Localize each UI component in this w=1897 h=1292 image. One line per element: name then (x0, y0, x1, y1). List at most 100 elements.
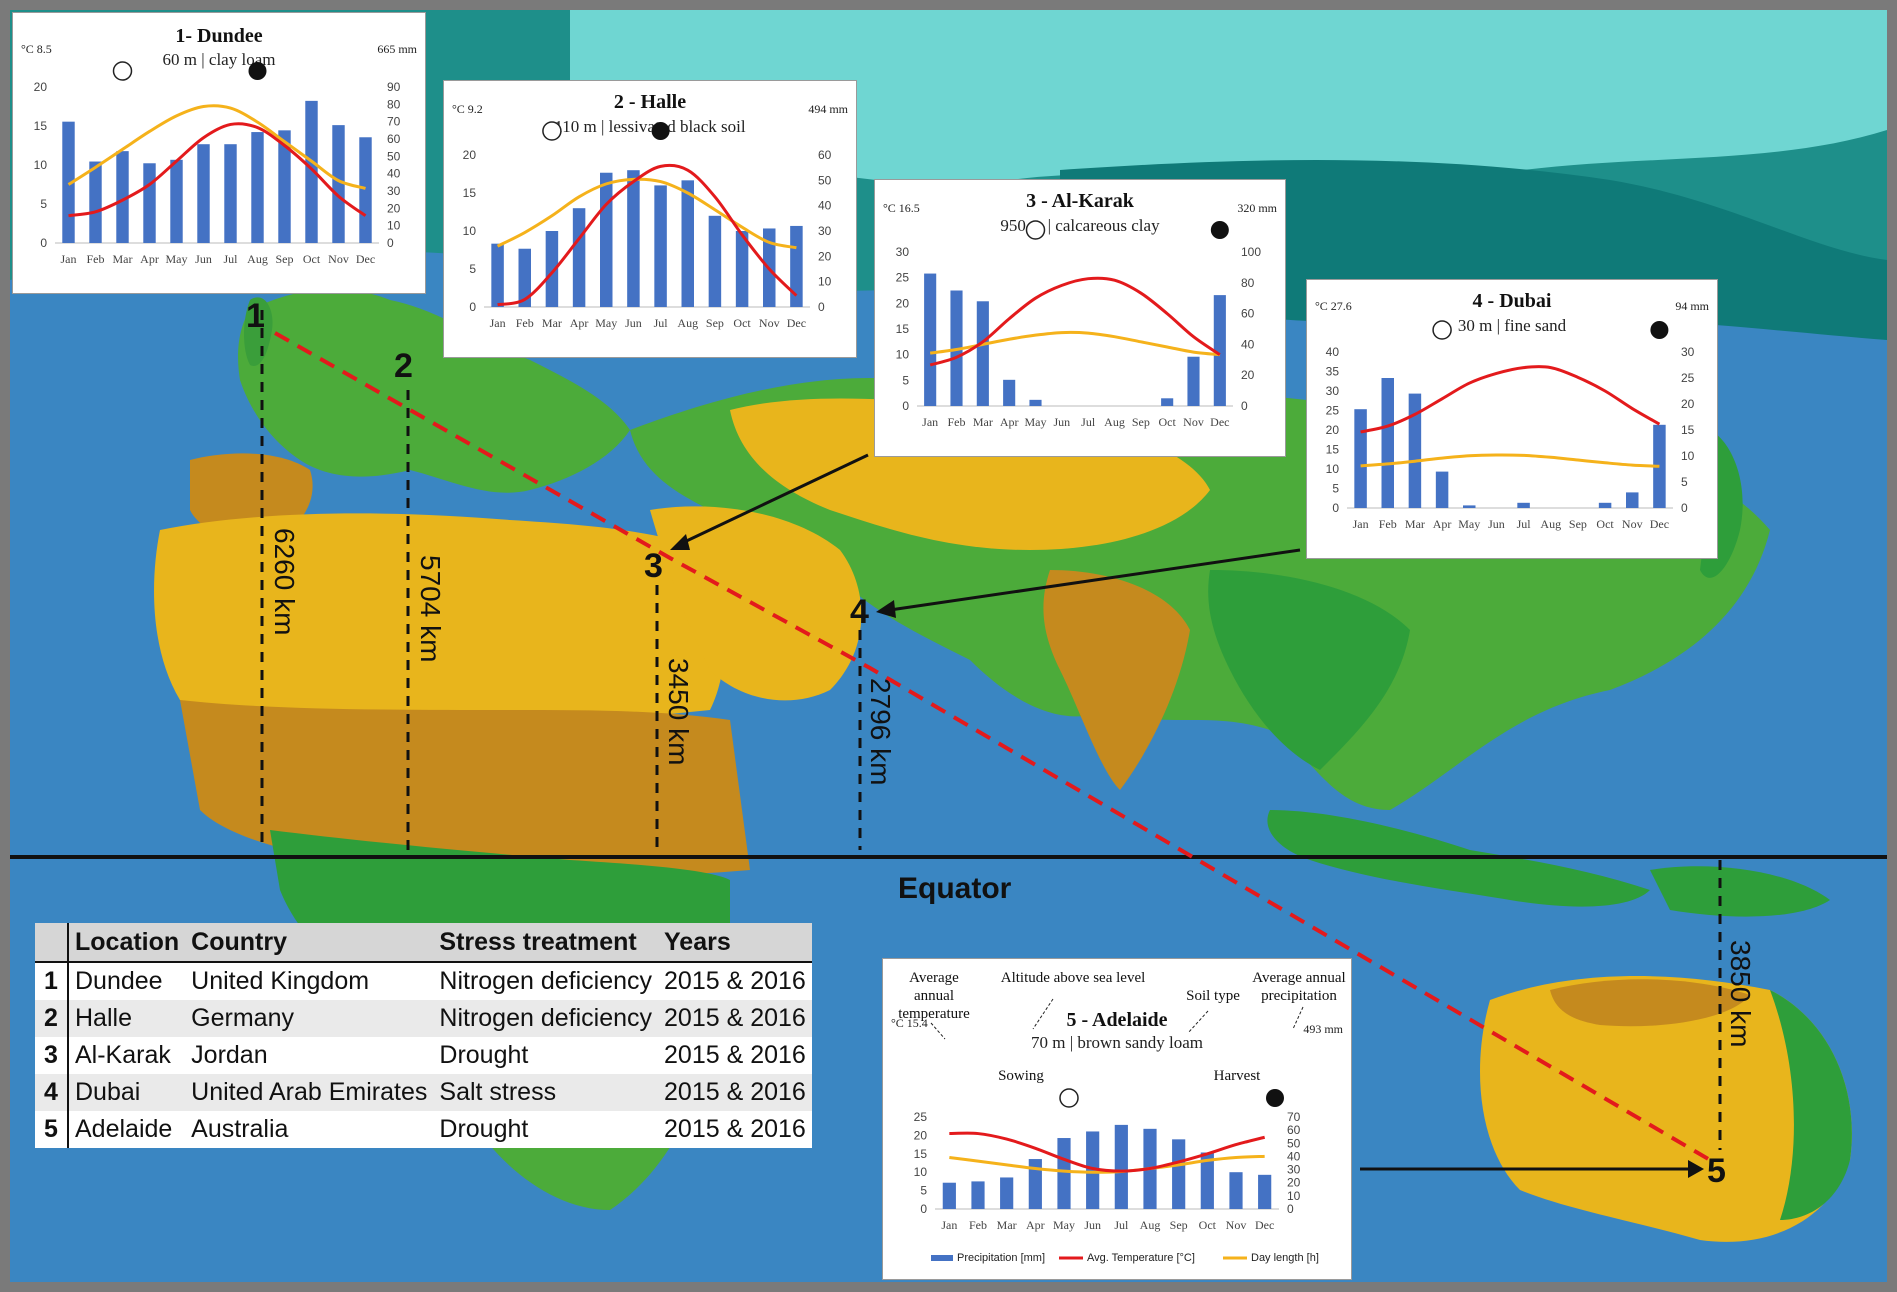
precip-bar (976, 301, 989, 406)
y-left-tick: 0 (1332, 501, 1339, 515)
y-right-tick: 0 (1681, 501, 1688, 515)
precip-bar (545, 231, 559, 307)
precip-bar (1653, 424, 1666, 508)
avg-precip-label: 320 mm (1237, 201, 1277, 215)
sowing-marker (112, 61, 133, 81)
table-header-row: Location Country Stress treatment Years (35, 923, 812, 963)
precip-bar (600, 172, 613, 307)
x-tick-label: May (595, 316, 617, 330)
y-right-tick: 10 (387, 219, 401, 233)
precip-bar (1028, 1159, 1042, 1209)
new-guinea-green (1650, 866, 1830, 917)
y-right-tick: 20 (1681, 397, 1695, 411)
precip-bar (1200, 1152, 1214, 1209)
chart-title: 4 - Dubai (1472, 290, 1552, 312)
y-right-tick: 60 (387, 132, 401, 146)
polar-ice-region (570, 10, 1887, 186)
daylength-line (496, 177, 797, 250)
x-tick-label: Aug (1104, 415, 1125, 429)
harvest-marker (1210, 221, 1229, 239)
precip-bar (654, 185, 667, 307)
annot-arrow-precip (1292, 1006, 1304, 1030)
chart-plot: °C 27.6 94 mm 0 5 10 15 20 25 30 35 40 0 5 10 15 20 25 30… (1315, 299, 1710, 531)
chart-plot: °C 16.5 320 mm 0 5 10 15 20 25 30 0 20 40 60 80 100 Jan… (883, 201, 1278, 429)
y-right-tick: 0 (1287, 1202, 1294, 1216)
legend-day-label: Day length [h] (1251, 1252, 1319, 1264)
y-left-tick: 5 (469, 262, 476, 276)
y-left-tick: 0 (902, 399, 909, 413)
y-right-tick: 60 (1241, 307, 1255, 321)
y-right-tick: 0 (1241, 399, 1248, 413)
row-country: Australia (191, 1115, 289, 1143)
y-left-tick: 15 (914, 1147, 928, 1161)
y-right-tick: 30 (818, 224, 832, 238)
arrow-dubai (889, 548, 1301, 612)
harvest-marker (1266, 1089, 1284, 1107)
row-years: 2015 & 2016 (658, 1074, 812, 1111)
annotation-altitude: Altitude above sea level (1000, 970, 1146, 986)
precip-bar (197, 144, 210, 243)
y-right-tick: 40 (818, 199, 832, 213)
table-header-stress: Stress treatment (433, 923, 659, 963)
annot-arrow-soil (1187, 1010, 1209, 1034)
x-tick-label: Oct (1596, 517, 1614, 531)
row-years: 2015 & 2016 (664, 1041, 806, 1069)
x-tick-label: Dec (1210, 415, 1229, 429)
y-right-tick: 50 (818, 173, 832, 187)
y-left-tick: 5 (1332, 482, 1339, 496)
x-tick-label: Jun (1053, 415, 1070, 429)
table-row: 2 Halle Germany Nitrogen deficiency 2015… (35, 1000, 812, 1037)
chart-plot: °C 15.4 493 mm0510152025010203040506070Ja… (891, 998, 1344, 1264)
distance-label-3: 3450 km (663, 658, 694, 766)
x-tick-label: Mar (973, 415, 993, 429)
x-tick-label: Jun (1488, 517, 1505, 531)
row-years: 2015 & 2016 (658, 1000, 812, 1037)
x-tick-label: Dec (1255, 1218, 1274, 1232)
annot-arrow-altitude (1032, 998, 1054, 1030)
y-right-tick: 50 (387, 149, 401, 163)
y-left-tick: 20 (896, 296, 910, 310)
precip-bar (251, 132, 264, 243)
y-right-tick: 5 (1681, 475, 1688, 489)
row-country: United Kingdom (191, 967, 370, 995)
y-right-tick: 20 (1241, 368, 1255, 382)
row-location: Halle (68, 1000, 186, 1037)
row-years: 2015 & 2016 (664, 967, 806, 995)
x-tick-label: May (1458, 517, 1480, 531)
sowing-marker (1059, 1088, 1079, 1108)
x-tick-label: Sep (1569, 517, 1587, 531)
precip-bar (1029, 399, 1042, 406)
precip-bar (1463, 505, 1476, 508)
y-left-tick: 10 (463, 224, 477, 238)
chart-subtitle: 70 m | brown sandy loam (1031, 1033, 1203, 1052)
row-location: Dundee (75, 967, 163, 995)
y-right-tick: 10 (818, 275, 832, 289)
y-right-tick: 40 (387, 167, 401, 181)
x-tick-label: May (166, 252, 188, 266)
x-tick-label: Mar (1405, 517, 1425, 531)
precip-bar (116, 151, 129, 243)
precip-bar (971, 1181, 985, 1209)
location-marker-5: 5 (1707, 1152, 1726, 1190)
harvest-label: Harvest (1213, 1068, 1261, 1084)
y-left-tick: 40 (1326, 345, 1340, 359)
precip-bar (572, 208, 586, 307)
precip-bar (143, 163, 156, 243)
chart-title: 2 - Halle (613, 91, 687, 113)
row-location: Dubai (68, 1074, 186, 1111)
daylength-line (67, 104, 366, 190)
precip-bar (224, 144, 237, 243)
precip-bar (1435, 471, 1449, 508)
y-right-tick: 60 (1287, 1123, 1301, 1137)
precip-bar (518, 248, 531, 307)
y-right-tick: 0 (818, 300, 825, 314)
x-tick-label: Sep (1170, 1218, 1188, 1232)
precip-bar (278, 130, 291, 243)
australia-land (1480, 976, 1852, 1242)
chart-plot: °C 8.5 665 mm 0 5 10 15 20 0 10 20 30 40 50 60 70 80 90 J… (21, 42, 418, 266)
precip-bar (1517, 502, 1530, 508)
x-tick-label: Aug (677, 316, 698, 330)
legend-precip-swatch (931, 1255, 953, 1261)
legend-precip-label: Precipitation [mm] (957, 1252, 1045, 1264)
climate-chart-dubai: 4 - Dubai 30 m | fine sand °C 27.6 94 mm 0… (1306, 279, 1718, 559)
